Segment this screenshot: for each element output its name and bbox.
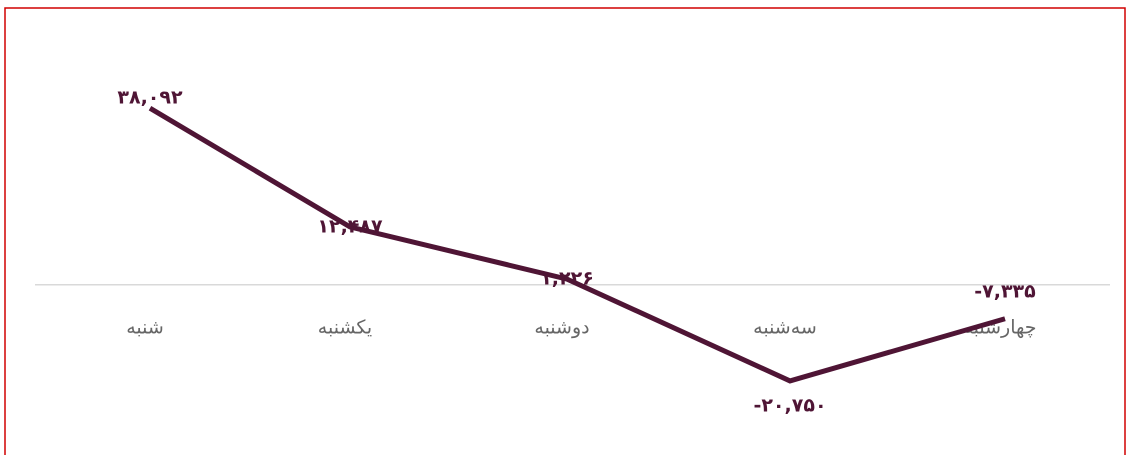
data-label: -۷,۳۳۵ [974,280,1036,302]
x-tick-label: چهارشنبه [963,317,1036,339]
x-tick-label: دوشنبه [534,317,589,339]
x-tick-label: سه‌شنبه [753,317,817,339]
data-label: ۱,۲۲۶ [540,268,594,290]
line [148,106,1006,384]
x-tick-label: شنبه [126,317,164,339]
frame [4,7,1126,455]
x-tick-label: یکشنبه [318,317,372,339]
data-label: ۳۸,۰۹۲ [117,87,183,109]
data-label: -۲۰,۷۵۰ [753,394,826,416]
data-label: ۱۲,۴۸۷ [317,215,383,237]
